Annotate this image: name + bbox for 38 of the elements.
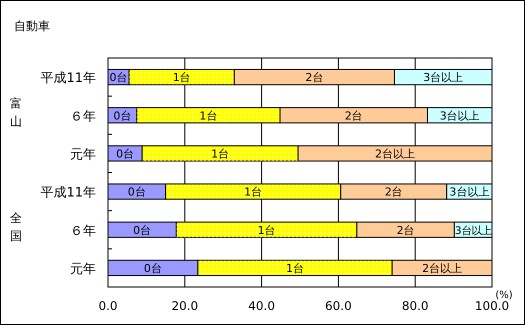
y-tick-label: 平成11年	[40, 71, 96, 86]
x-tick-label: 40.0	[248, 299, 275, 313]
y-tick-label: 元年	[70, 147, 96, 162]
text: 2台	[396, 224, 415, 237]
x-tick-label: 100.0	[474, 299, 510, 313]
text: 3台以上	[440, 109, 480, 122]
text: 3台以上	[423, 71, 464, 84]
text: 3台以上	[449, 186, 490, 199]
series-label: 2台以上	[422, 262, 462, 275]
text: 全国	[10, 210, 22, 243]
text: 2台以上	[375, 147, 416, 160]
text: 富山	[10, 96, 22, 128]
text: 1台	[211, 147, 230, 160]
text: 1台	[258, 224, 276, 237]
x-tick-label: 60.0	[325, 299, 352, 313]
series-label: 2台	[384, 186, 403, 199]
series-label: 1台	[244, 186, 262, 199]
x-tick-label: 20.0	[171, 299, 198, 313]
y-tick-label: ６年	[70, 224, 96, 239]
chart-title: 自動車	[14, 19, 50, 33]
text: 1台	[286, 262, 304, 275]
text: 0台	[144, 262, 162, 275]
series-label: 3台以上	[454, 224, 492, 237]
x-tick-label: 80.0	[402, 299, 429, 313]
text: 0台	[113, 109, 132, 122]
text: 1台	[172, 71, 191, 84]
x-axis-title: (%)	[495, 290, 513, 301]
text: 0台	[116, 147, 134, 160]
text: 1台	[199, 109, 218, 122]
series-label: 0台	[128, 186, 146, 199]
x-tick-label: 0.0	[98, 299, 118, 313]
y-tick-label: 平成11年	[40, 186, 96, 201]
y-tick-label: 元年	[70, 262, 96, 277]
y-tick-label: ６年	[70, 109, 96, 124]
text: 2台	[305, 71, 324, 84]
text: 0台	[133, 224, 152, 237]
text: 2台	[344, 109, 363, 122]
text: 0台	[110, 71, 128, 84]
